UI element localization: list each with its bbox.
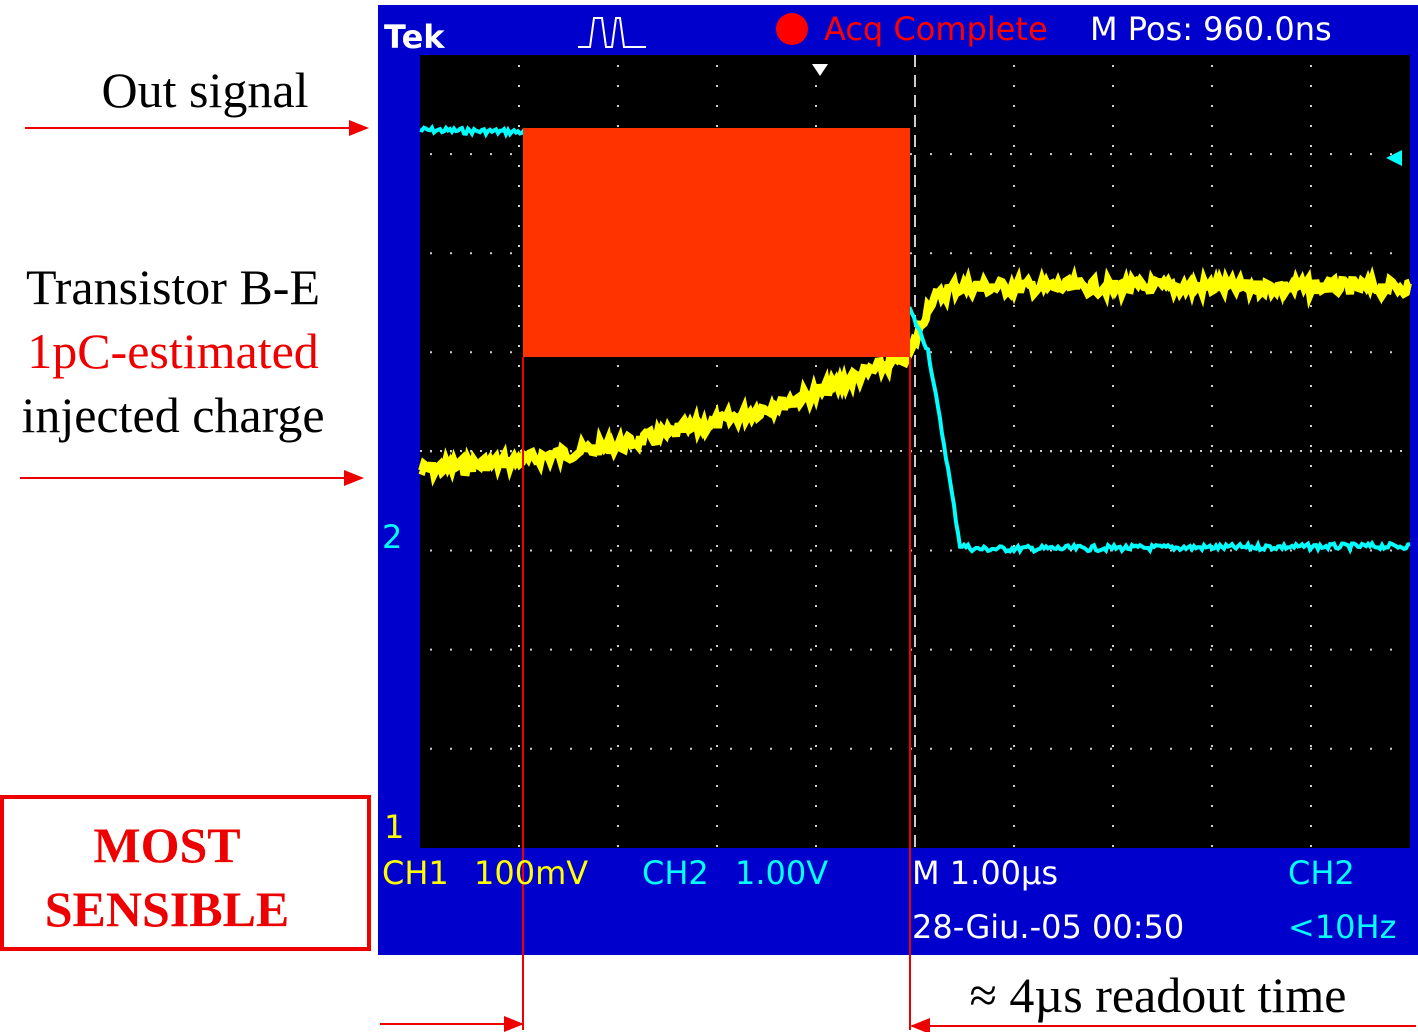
status: Acq Complete [824,10,1048,48]
label: Out signal [102,62,309,118]
position: M Pos: 960.0ns [1090,10,1332,48]
label: Transistor B-E [26,259,320,315]
page: Out signal Transistor B-E 1pC-estimated … [0,0,1418,1032]
scale: 1.00V [735,854,828,892]
status-dot [776,13,808,45]
scale: 100mV [474,854,588,892]
brand: Tek [384,18,445,56]
label: 1pC-estimated [27,323,319,379]
date: 28-Giu.-05 00:50 [912,908,1184,946]
channel: CH2 [642,854,709,892]
highlight-region [523,128,910,357]
callout-text: SENSIBLE [45,881,290,937]
frequency: <10Hz [1288,908,1396,946]
ch-marker: 2 [382,518,402,556]
channel: CH1 [382,854,449,892]
timebase: M 1.00µs [912,854,1058,892]
callout-text: MOST [93,817,240,873]
ch-marker: 1 [384,808,404,846]
label: ≈ 4µs readout time [969,967,1346,1023]
trigger: CH2 [1288,854,1355,892]
label: injected charge [21,387,324,443]
